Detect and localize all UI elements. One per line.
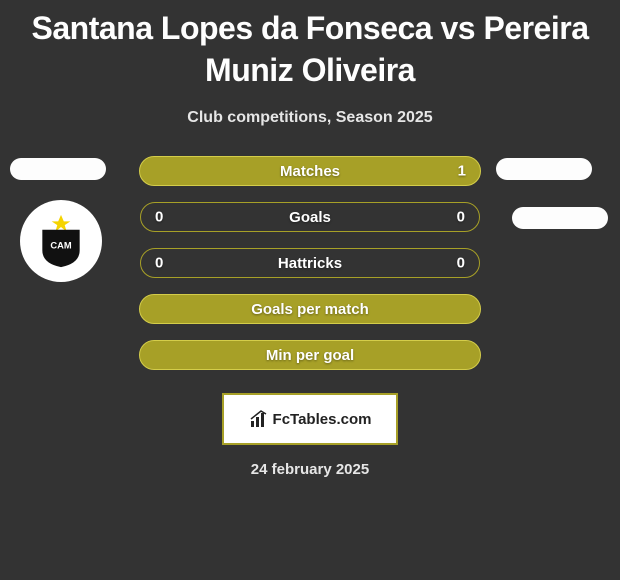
stat-bar: Matches 1: [139, 156, 481, 186]
stat-right: 1: [458, 163, 466, 180]
chart-icon: [249, 409, 269, 429]
stats-area: CAM Matches 1 0 Goals 0 0 Hattricks 0: [0, 155, 620, 385]
stat-row-matches: Matches 1: [0, 155, 620, 187]
stat-right: 0: [457, 255, 465, 272]
stat-left: 0: [155, 209, 163, 226]
stat-row-goals: 0 Goals 0: [0, 201, 620, 233]
stat-label: Matches: [280, 163, 340, 180]
branding-badge: FcTables.com: [222, 393, 398, 445]
stat-row-min-per-goal: Min per goal: [0, 339, 620, 371]
stat-label: Goals per match: [251, 301, 369, 318]
stat-label: Min per goal: [266, 347, 354, 364]
stat-bar: Goals per match: [139, 294, 481, 324]
stat-label: Hattricks: [278, 255, 342, 272]
subtitle: Club competitions, Season 2025: [187, 109, 432, 127]
stat-label: Goals: [289, 209, 331, 226]
stat-row-goals-per-match: Goals per match: [0, 293, 620, 325]
page-title: Santana Lopes da Fonseca vs Pereira Muni…: [0, 0, 620, 91]
stat-bar: 0 Hattricks 0: [140, 248, 480, 278]
stat-left: 0: [155, 255, 163, 272]
stat-bar: Min per goal: [139, 340, 481, 370]
stat-row-hattricks: 0 Hattricks 0: [0, 247, 620, 279]
date-label: 24 february 2025: [251, 461, 369, 478]
stat-bar: 0 Goals 0: [140, 202, 480, 232]
comparison-card: Santana Lopes da Fonseca vs Pereira Muni…: [0, 0, 620, 580]
branding-text: FcTables.com: [273, 411, 372, 428]
stat-right: 0: [457, 209, 465, 226]
